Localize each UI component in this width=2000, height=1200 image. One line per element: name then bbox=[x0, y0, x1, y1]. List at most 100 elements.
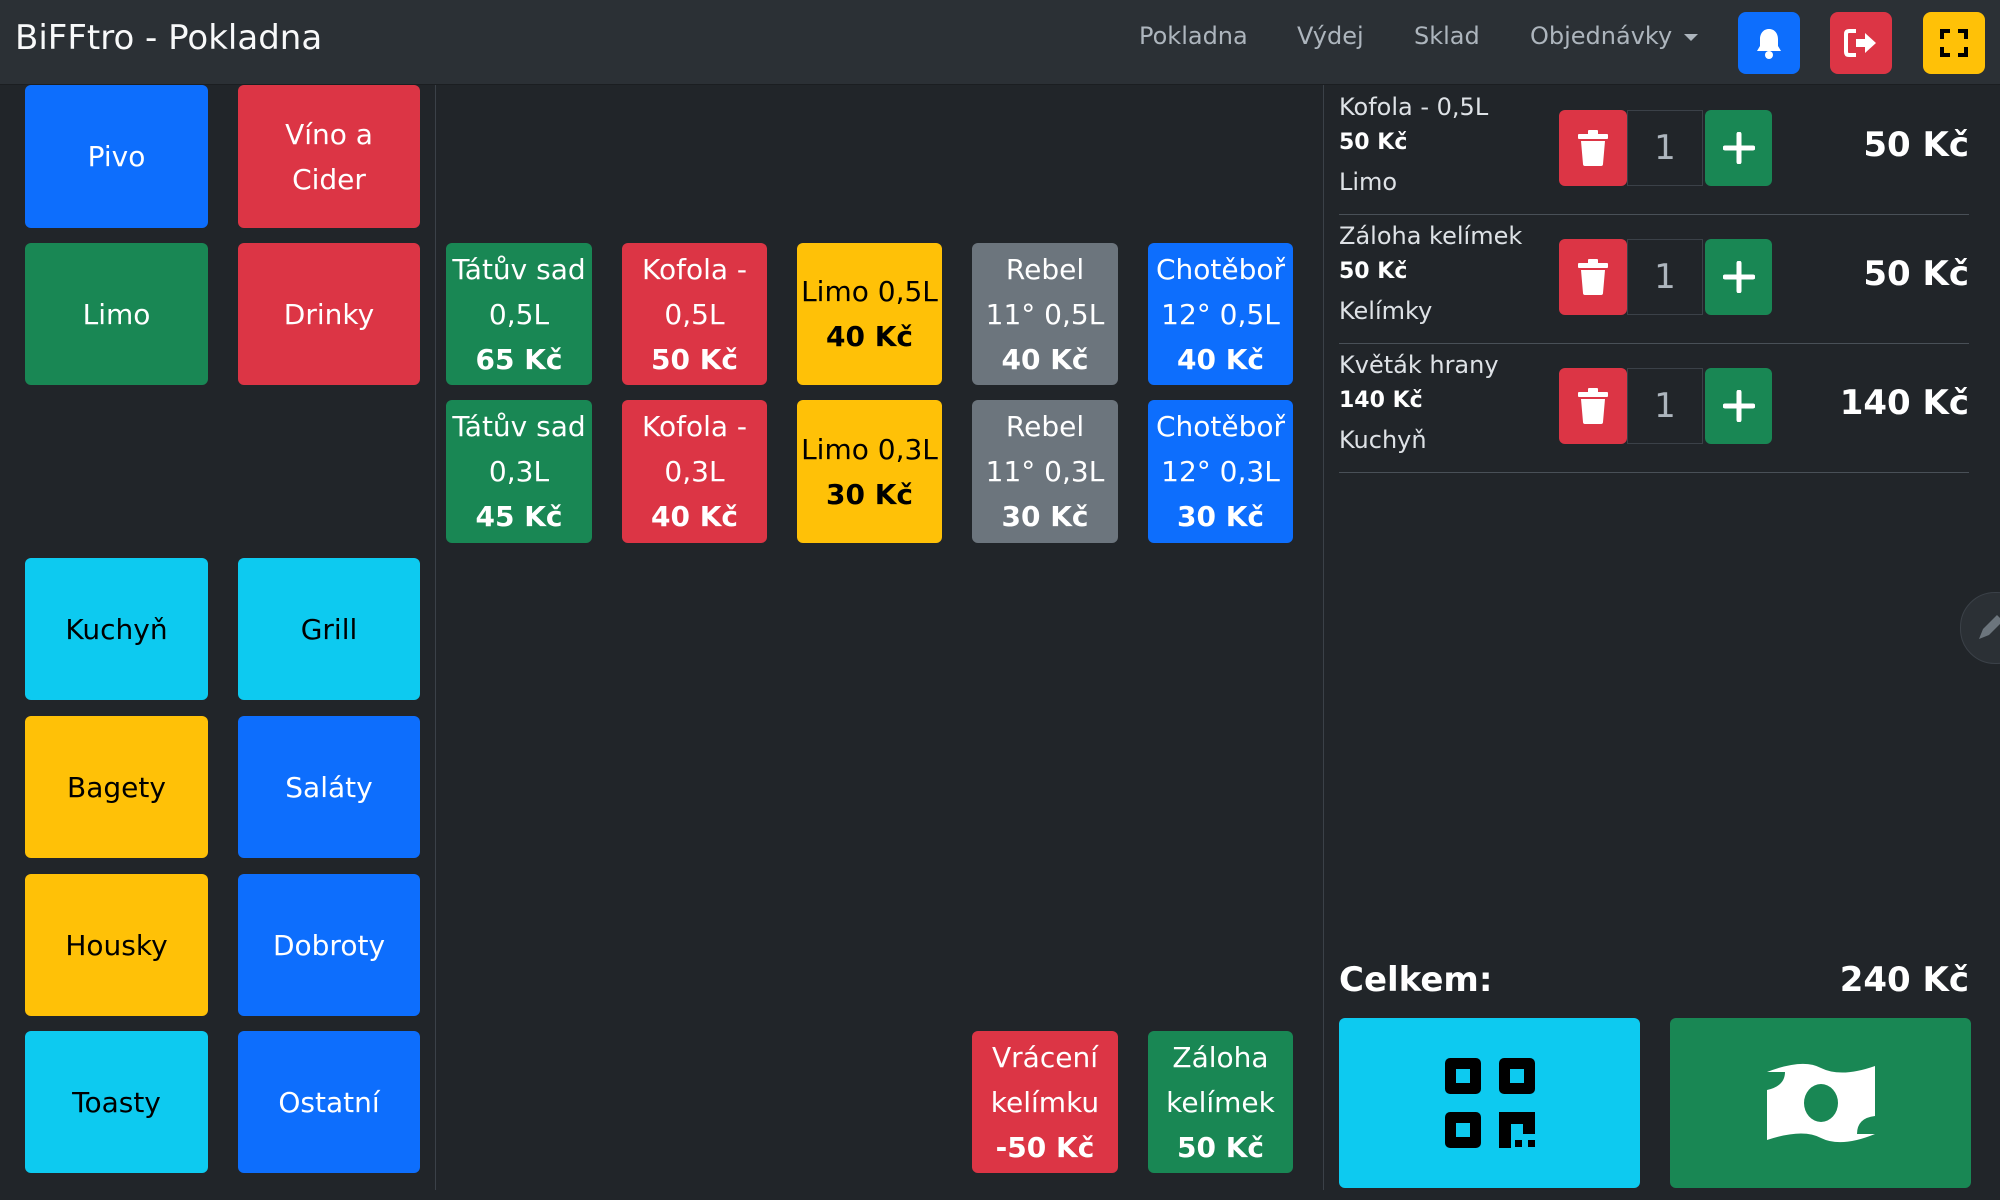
divider-left bbox=[435, 85, 436, 1190]
trash-icon bbox=[1578, 259, 1608, 295]
category-label: Housky bbox=[65, 928, 168, 962]
category-kuchyn[interactable]: Kuchyň bbox=[25, 558, 208, 700]
category-label: Víno a Cider bbox=[285, 117, 373, 196]
category-limo[interactable]: Limo bbox=[25, 243, 208, 385]
fullscreen-button[interactable] bbox=[1923, 12, 1985, 74]
remove-item-button[interactable] bbox=[1559, 110, 1627, 186]
plus-icon bbox=[1722, 132, 1755, 164]
cart-item-unit-price: 50 Kč bbox=[1339, 130, 1408, 155]
app-title[interactable]: BiFFtro - Pokladna bbox=[15, 18, 323, 58]
nav-link-pokladna[interactable]: Pokladna bbox=[1139, 22, 1248, 50]
plus-icon bbox=[1722, 390, 1755, 422]
cart-total-label: Celkem: bbox=[1339, 960, 1493, 1000]
cart-item-name: Květák hrany bbox=[1339, 351, 1499, 379]
caret-down-icon bbox=[1684, 33, 1699, 41]
product-name: Rebel 11° 0,3L bbox=[985, 410, 1105, 488]
top-navbar: BiFFtro - Pokladna Pokladna Výdej Sklad … bbox=[0, 0, 2000, 85]
category-housky[interactable]: Housky bbox=[25, 874, 208, 1016]
increase-quantity-button[interactable] bbox=[1705, 239, 1772, 315]
product-tile[interactable]: Tátův sad 0,3L 45 Kč bbox=[446, 400, 592, 543]
product-tile[interactable]: Tátův sad 0,5L 65 Kč bbox=[446, 243, 592, 385]
cart-item: Kofola - 0,5L 50 Kč Limo 1 50 Kč bbox=[1339, 85, 1969, 215]
product-price: 30 Kč bbox=[1001, 500, 1089, 533]
product-tile[interactable]: Kofola - 0,5L 50 Kč bbox=[622, 243, 767, 385]
remove-item-button[interactable] bbox=[1559, 368, 1627, 444]
product-tile[interactable]: Chotěboř 12° 0,3L 30 Kč bbox=[1148, 400, 1293, 543]
pay-qr-button[interactable] bbox=[1339, 1018, 1640, 1188]
increase-quantity-button[interactable] bbox=[1705, 110, 1772, 186]
cart-item-total: 140 Kč bbox=[1839, 383, 1969, 423]
product-tile[interactable]: Rebel 11° 0,3L 30 Kč bbox=[972, 400, 1118, 543]
category-label: Kuchyň bbox=[65, 612, 168, 646]
category-bagety[interactable]: Bagety bbox=[25, 716, 208, 858]
category-toasty[interactable]: Toasty bbox=[25, 1031, 208, 1173]
category-grill[interactable]: Grill bbox=[238, 558, 420, 700]
product-price: 50 Kč bbox=[1176, 1130, 1264, 1164]
product-name: Tátův sad 0,3L bbox=[452, 410, 586, 488]
cash-icon bbox=[1766, 1063, 1875, 1143]
trash-icon bbox=[1578, 130, 1608, 166]
category-label: Pivo bbox=[87, 140, 146, 173]
bell-icon bbox=[1757, 29, 1781, 59]
product-name: Chotěboř 12° 0,5L bbox=[1155, 252, 1286, 331]
category-vino-a-cider[interactable]: Víno a Cider bbox=[238, 85, 420, 228]
cart-item-category: Kuchyň bbox=[1339, 426, 1427, 454]
product-price: 45 Kč bbox=[475, 500, 563, 533]
cart-item-name: Záloha kelímek bbox=[1339, 222, 1523, 250]
product-tile[interactable]: Limo 0,3L 30 Kč bbox=[797, 400, 942, 543]
logout-icon bbox=[1844, 29, 1876, 57]
category-drinky[interactable]: Drinky bbox=[238, 243, 420, 385]
product-price: 40 Kč bbox=[1176, 342, 1264, 376]
category-label: Toasty bbox=[72, 1085, 161, 1119]
cart-total-value: 240 Kč bbox=[1839, 960, 1969, 1000]
category-label: Ostatní bbox=[278, 1085, 380, 1119]
cup-return-button[interactable]: Vrácení kelímku -50 Kč bbox=[972, 1031, 1118, 1173]
category-label: Limo bbox=[82, 297, 151, 331]
category-salaty[interactable]: Saláty bbox=[238, 716, 420, 858]
logout-button[interactable] bbox=[1830, 12, 1892, 74]
product-name: Záloha kelímek bbox=[1166, 1040, 1275, 1119]
product-tile[interactable]: Rebel 11° 0,5L 40 Kč bbox=[972, 243, 1118, 385]
quantity-field[interactable]: 1 bbox=[1627, 239, 1703, 315]
product-price: 50 Kč bbox=[650, 342, 738, 376]
product-tile[interactable]: Kofola - 0,3L 40 Kč bbox=[622, 400, 767, 543]
increase-quantity-button[interactable] bbox=[1705, 368, 1772, 444]
quantity-field[interactable]: 1 bbox=[1627, 110, 1703, 186]
cart-item-total: 50 Kč bbox=[1863, 254, 1969, 294]
category-label: Dobroty bbox=[272, 928, 386, 962]
product-name: Rebel 11° 0,5L bbox=[985, 252, 1105, 331]
nav-link-objednavky-label: Objednávky bbox=[1530, 22, 1673, 50]
cart-item-category: Kelímky bbox=[1339, 297, 1433, 325]
product-tile[interactable]: Chotěboř 12° 0,5L 40 Kč bbox=[1148, 243, 1293, 385]
fullscreen-icon bbox=[1940, 29, 1968, 57]
edit-toggle-button[interactable] bbox=[1960, 592, 2000, 664]
product-name: Limo 0,5L bbox=[801, 275, 938, 308]
remove-item-button[interactable] bbox=[1559, 239, 1627, 315]
product-price: 30 Kč bbox=[1176, 500, 1264, 533]
nav-link-vydej[interactable]: Výdej bbox=[1297, 22, 1364, 50]
product-name: Tátův sad 0,5L bbox=[452, 252, 586, 331]
category-ostatni[interactable]: Ostatní bbox=[238, 1031, 420, 1173]
category-dobroty[interactable]: Dobroty bbox=[238, 874, 420, 1016]
qr-code-icon bbox=[1444, 1058, 1535, 1148]
product-name: Kofola - 0,3L bbox=[641, 410, 748, 488]
product-price: 40 Kč bbox=[650, 500, 738, 533]
nav-link-sklad[interactable]: Sklad bbox=[1414, 22, 1480, 50]
trash-icon bbox=[1578, 388, 1608, 424]
category-label: Saláty bbox=[285, 770, 373, 804]
nav-dropdown-objednavky[interactable]: Objednávky bbox=[1530, 22, 1699, 50]
cart-item: Květák hrany 140 Kč Kuchyň 1 140 Kč bbox=[1339, 343, 1969, 473]
product-tile[interactable]: Limo 0,5L 40 Kč bbox=[797, 243, 942, 385]
cart-item-category: Limo bbox=[1339, 168, 1398, 196]
cart-item-name: Kofola - 0,5L bbox=[1339, 93, 1489, 121]
notifications-button[interactable] bbox=[1738, 12, 1800, 74]
category-label: Drinky bbox=[283, 297, 375, 331]
pay-cash-button[interactable] bbox=[1670, 1018, 1971, 1188]
product-name: Limo 0,3L bbox=[801, 432, 938, 466]
quantity-field[interactable]: 1 bbox=[1627, 368, 1703, 444]
cart-item-unit-price: 140 Kč bbox=[1339, 388, 1423, 413]
cup-deposit-button[interactable]: Záloha kelímek 50 Kč bbox=[1148, 1031, 1293, 1173]
product-price: -50 Kč bbox=[995, 1130, 1095, 1164]
category-pivo[interactable]: Pivo bbox=[25, 85, 208, 228]
category-label: Grill bbox=[300, 612, 358, 646]
